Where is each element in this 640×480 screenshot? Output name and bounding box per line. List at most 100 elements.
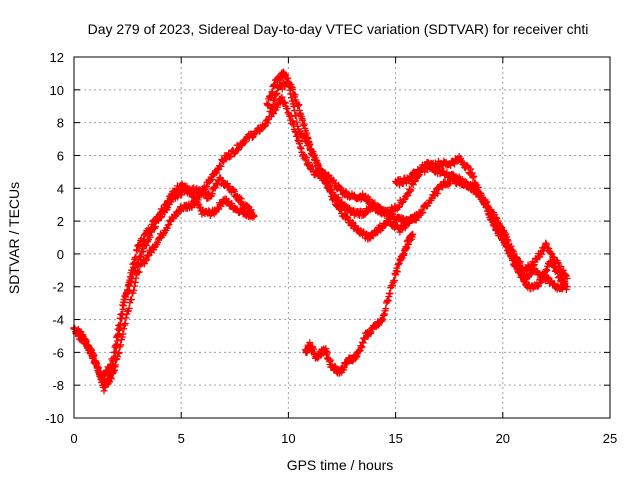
data-point — [498, 224, 506, 232]
data-point — [82, 336, 90, 344]
data-point — [162, 205, 170, 213]
data-point — [137, 252, 145, 260]
data-point — [191, 200, 199, 208]
data-point — [296, 140, 304, 148]
data-point — [562, 271, 570, 279]
data-point — [277, 95, 285, 103]
data-point — [326, 356, 334, 364]
data-point — [548, 277, 556, 285]
y-tick-label: 12 — [50, 50, 64, 65]
data-point — [242, 138, 250, 146]
data-point — [206, 177, 214, 185]
data-point — [139, 248, 147, 256]
data-point — [409, 181, 417, 189]
data-point — [95, 367, 103, 375]
data-point — [307, 146, 315, 154]
data-point — [165, 221, 173, 229]
data-point — [409, 230, 417, 238]
data-point — [157, 214, 165, 222]
data-point — [109, 354, 117, 362]
series-track-6 — [302, 230, 417, 377]
chart-title: Day 279 of 2023, Sidereal Day-to-day VTE… — [88, 21, 589, 37]
data-point — [289, 121, 297, 129]
y-axis-title: SDTVAR / TECUs — [6, 182, 22, 294]
data-point — [428, 160, 436, 168]
data-point — [294, 122, 302, 130]
data-point — [559, 266, 567, 274]
data-point — [116, 314, 124, 322]
data-point — [112, 341, 120, 349]
data-point — [314, 161, 322, 169]
data-point — [107, 375, 115, 383]
y-tick-label: 4 — [57, 181, 64, 196]
data-point — [526, 271, 534, 279]
data-point — [297, 145, 305, 153]
data-point — [433, 190, 441, 198]
data-point — [503, 236, 511, 244]
data-point — [115, 322, 123, 330]
data-point — [125, 282, 133, 290]
data-point — [125, 304, 133, 312]
data-point — [538, 274, 546, 282]
data-point — [247, 206, 255, 214]
data-point — [148, 228, 156, 236]
data-point — [372, 227, 380, 235]
data-point — [212, 169, 220, 177]
y-tick-label: -10 — [45, 411, 64, 426]
data-point — [270, 110, 278, 118]
data-point — [563, 275, 571, 283]
data-point — [225, 153, 233, 161]
data-point — [208, 190, 216, 198]
data-point — [399, 180, 407, 188]
data-point — [313, 160, 321, 168]
data-point — [343, 213, 351, 221]
data-point — [151, 223, 159, 231]
data-point — [444, 181, 452, 189]
data-point — [538, 250, 546, 258]
data-point — [469, 174, 477, 182]
data-point — [100, 387, 108, 395]
data-point — [309, 163, 317, 171]
data-point — [485, 204, 493, 212]
data-point — [119, 330, 127, 338]
data-point — [543, 266, 551, 274]
data-point — [114, 349, 122, 357]
data-point — [111, 343, 119, 351]
data-point — [272, 90, 280, 98]
data-point — [310, 151, 318, 159]
data-point — [112, 333, 120, 341]
data-point — [296, 143, 304, 151]
data-point — [283, 105, 291, 113]
data-point — [395, 203, 403, 211]
data-point — [131, 267, 139, 275]
data-point — [395, 203, 403, 211]
data-point — [542, 266, 550, 274]
data-point — [489, 221, 497, 229]
data-point — [405, 219, 413, 227]
data-point — [166, 217, 174, 225]
data-point — [335, 183, 343, 191]
data-point — [85, 343, 93, 351]
data-point — [223, 180, 231, 188]
data-point — [464, 162, 472, 170]
data-point — [348, 219, 356, 227]
data-point — [390, 277, 398, 285]
data-point — [529, 262, 537, 270]
data-point — [415, 169, 423, 177]
data-point — [291, 127, 299, 135]
data-point — [289, 117, 297, 125]
data-point — [122, 293, 130, 301]
data-point — [387, 218, 395, 226]
data-point — [510, 250, 518, 258]
data-point — [292, 128, 300, 136]
data-point — [135, 241, 143, 249]
data-point — [545, 244, 553, 252]
data-point — [81, 335, 89, 343]
data-point — [309, 147, 317, 155]
data-point — [230, 186, 238, 194]
data-point — [280, 98, 288, 106]
data-point — [278, 93, 286, 101]
series-track-3 — [74, 174, 256, 382]
y-tick-label: -2 — [52, 280, 64, 295]
data-point — [135, 253, 143, 261]
